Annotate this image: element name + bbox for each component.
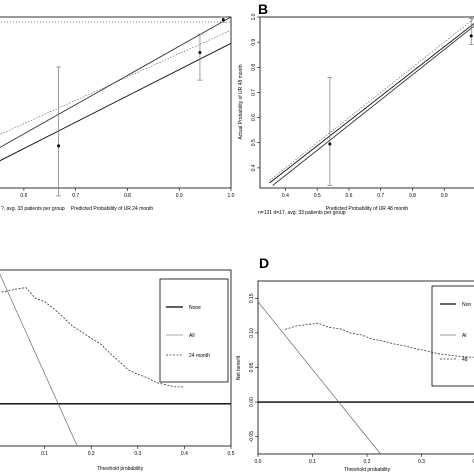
panel-c-x-ticks: 0.1 0.2 0.3 0.4 0.5 — [41, 446, 235, 457]
panel-b-note: n=131 d=17, avg. 33 patients per group — [258, 210, 346, 216]
panel-a-x-tick-label: 0.6 — [20, 193, 27, 199]
panel-a-x-ticks: 0.6 0.7 0.8 0.9 1.0 — [20, 188, 235, 199]
panel-a-x-tick-label: 0.8 — [124, 193, 131, 199]
panel-c-legend: None All 24 month — [159, 278, 229, 383]
panel-b-point — [328, 142, 332, 146]
panel-a-point — [57, 144, 61, 148]
panel-b-series-ideal — [269, 18, 474, 181]
panel-a-x-tick-label: 1.0 — [228, 193, 235, 199]
panel-d-y-tick-label: 0.05 — [249, 362, 255, 372]
panel-c-frame — [0, 269, 232, 447]
panel-b-y-tick-label: 0.8 — [251, 64, 257, 71]
panel-d-x-tick-label: 0.0 — [255, 459, 262, 465]
panel-d-x-tick-label: 0.4 — [473, 459, 474, 465]
panel-c: 0.1 0.2 0.3 0.4 0.5 Threshold probability No… — [0, 269, 235, 472]
panel-a-x-tick-label: 0.7 — [72, 193, 79, 199]
panel-d-y-ticks: 0.15 0.10 0.05 0.00 -0.05 — [249, 293, 258, 442]
panel-d-letter: D — [259, 255, 269, 271]
panel-a-plot — [0, 16, 232, 197]
panel-d-y-tick-label: -0.05 — [249, 431, 255, 443]
panel-b-y-ticks: 1.0 0.9 0.8 0.7 0.6 0.5 0.4 — [251, 13, 260, 171]
panel-d-plot — [257, 301, 474, 455]
panel-a-note: ?, avg. 33 patients per group — [1, 206, 65, 212]
panel-d-legend-box — [431, 285, 474, 387]
panel-d-legend: Non Al 48 — [431, 285, 474, 387]
panel-b-x-tick-label: 0.7 — [377, 193, 384, 199]
panel-d-series-model — [285, 322, 474, 358]
panel-b-y-tick-label: 1.0 — [251, 13, 257, 20]
panel-b-plot — [269, 17, 474, 186]
panel-d-y-tick-label: 0.10 — [249, 328, 255, 338]
panel-d-y-label: Net benefit — [236, 355, 242, 380]
panel-a-x-label: Predicted Probability of UR 24 month — [71, 206, 153, 212]
panel-d-x-tick-label: 0.2 — [364, 459, 371, 465]
panel-c-legend-all: All — [189, 333, 195, 339]
panel-d-x-label: Threshold probability — [344, 467, 391, 473]
panel-b-y-label: Actual Probability of UR 48 month — [238, 64, 244, 139]
panel-c-legend-box — [159, 278, 229, 383]
panel-c-x-tick-label: 0.4 — [181, 451, 188, 457]
panel-b-x-tick-label: 0.4 — [282, 193, 289, 199]
panel-b-x-tick-label: 0.9 — [441, 193, 448, 199]
panel-a-frame — [0, 16, 232, 189]
panel-d-y-tick-label: 0.00 — [249, 397, 255, 407]
panel-a-series-apparent — [0, 16, 232, 148]
panel-b-frame — [259, 16, 474, 189]
panel-d-frame — [257, 280, 474, 455]
panel-b-x-label: Predicted Probability of UR 48 month — [326, 206, 408, 212]
panel-b-x-tick-label: 0.8 — [409, 193, 416, 199]
panel-a-series-ideal — [0, 29, 232, 135]
panel-c-x-tick-label: 0.2 — [88, 451, 95, 457]
panel-b-letter: B — [258, 1, 268, 17]
panel-b-x-tick-label: 0.6 — [345, 193, 352, 199]
panel-c-legend-none: None — [189, 305, 201, 311]
panel-c-x-tick-label: 0.5 — [228, 451, 235, 457]
panel-b-x-ticks: 0.4 0.5 0.6 0.7 0.8 0.9 — [282, 188, 448, 199]
panel-a-point — [198, 51, 202, 55]
panel-b-y-tick-label: 0.6 — [251, 114, 257, 121]
panel-d-y-tick-label: 0.15 — [249, 293, 255, 303]
panel-d-x-tick-label: 0.1 — [309, 459, 316, 465]
panel-b-y-tick-label: 0.9 — [251, 38, 257, 45]
panel-d-series-all — [257, 301, 381, 455]
panel-d-legend-model: 48 — [462, 357, 468, 363]
panel-c-legend-model: 24 month — [189, 353, 210, 359]
panel-a-point — [221, 18, 225, 22]
panel-d-legend-all: Al — [462, 333, 466, 339]
panel-c-series-model — [0, 287, 185, 388]
panel-b-y-tick-label: 0.7 — [251, 89, 257, 96]
panel-b: B 0.4 0.5 0.6 0.7 0.8 0.9 1.00.90.80.70.60.50… — [238, 1, 474, 216]
panel-b-point — [469, 34, 473, 38]
panel-d: D 0.00.10.20.30.4 0.150.100.050.00-0.05 … — [236, 255, 474, 473]
panel-b-series-bias-corrected — [269, 22, 474, 184]
panel-a: 0.6 0.7 0.8 0.9 1.0 Predicted Probability of… — [0, 16, 235, 212]
panel-b-x-tick-label: 0.5 — [314, 193, 321, 199]
panel-c-series-all — [0, 273, 78, 447]
panel-d-legend-none: Non — [462, 302, 471, 308]
panel-c-x-label: Threshold probability — [97, 466, 144, 472]
panel-c-x-tick-label: 0.1 — [41, 451, 48, 457]
panel-a-series-bias-corrected — [0, 42, 232, 162]
panel-c-x-tick-label: 0.3 — [134, 451, 141, 457]
panel-d-x-ticks: 0.0 0.1 0.2 0.3 0.4 — [255, 454, 474, 465]
panel-a-x-tick-label: 0.9 — [176, 193, 183, 199]
panel-c-plot — [0, 273, 231, 447]
panel-d-x-tick-label: 0.3 — [418, 459, 425, 465]
panel-b-y-tick-label: 0.5 — [251, 139, 257, 146]
panel-b-y-tick-label: 0.4 — [251, 164, 257, 171]
panel-b-series-apparent — [272, 25, 474, 186]
